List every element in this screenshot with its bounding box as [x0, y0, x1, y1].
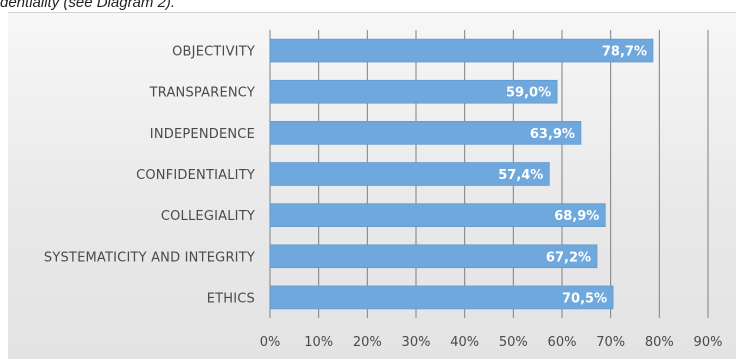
bar-objectivity [269, 38, 654, 63]
category-label: OBJECTIVITY [172, 45, 255, 60]
x-tick-label: 10% [304, 335, 333, 350]
bar-independence [269, 121, 582, 145]
data-label: 70,5% [562, 291, 607, 306]
category-label: CONFIDENTIALITY [136, 168, 255, 183]
category-label: ETHICS [207, 291, 255, 306]
data-label: 67,2% [546, 250, 591, 265]
x-tick-label: 50% [499, 335, 528, 350]
x-tick-label: 80% [645, 335, 674, 350]
data-label: 59,0% [506, 86, 551, 101]
bar-transparency [269, 79, 558, 104]
bar-ethics [269, 285, 614, 310]
data-label: 57,4% [498, 168, 543, 183]
data-label: 78,7% [602, 45, 647, 60]
bar-collegiality [269, 203, 606, 227]
data-label: 68,9% [554, 209, 599, 224]
chart-caption: dentiality (see Diagram 2). [0, 0, 176, 11]
x-tick-label: 70% [596, 335, 625, 350]
x-tick-label: 30% [402, 335, 431, 350]
x-tick-label: 40% [450, 335, 479, 350]
category-label: COLLEGIALITY [161, 209, 255, 224]
x-tick-label: 60% [548, 335, 577, 350]
x-tick-label: 90% [694, 335, 723, 350]
category-label: SYSTEMATICITY AND INTEGRITY [44, 250, 255, 265]
category-label: TRANSPARENCY [149, 86, 255, 101]
x-tick-label: 0% [260, 335, 281, 350]
category-label: INDEPENDENCE [150, 127, 255, 142]
bar-systematicity-and-integrity [269, 244, 598, 269]
data-label: 63,9% [530, 127, 575, 142]
x-tick-label: 20% [353, 335, 382, 350]
bar-confidentiality [269, 162, 550, 186]
